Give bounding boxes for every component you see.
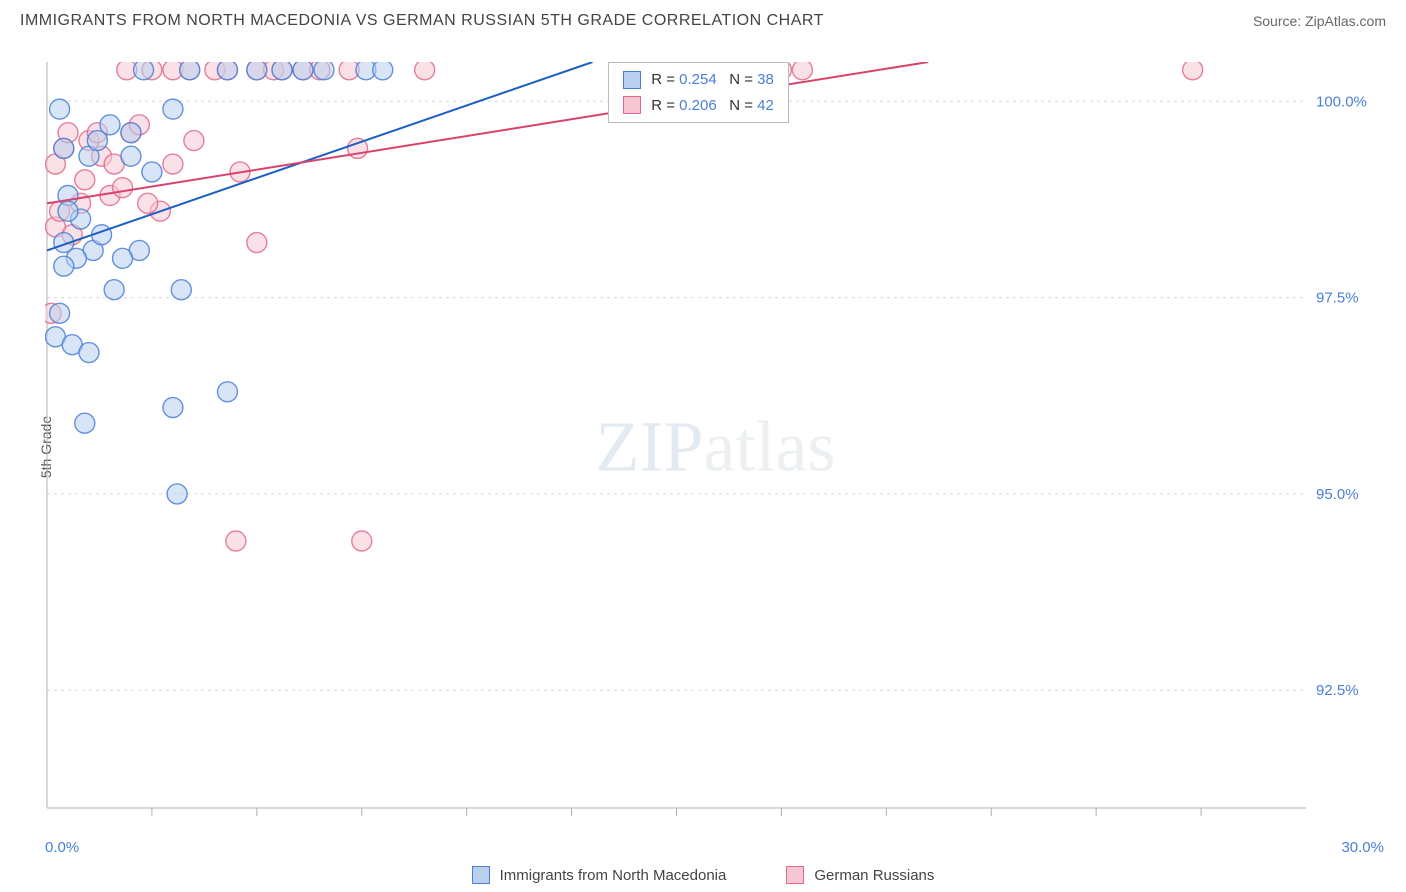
legend-item-nm: Immigrants from North Macedonia <box>472 866 727 884</box>
svg-text:92.5%: 92.5% <box>1316 682 1359 699</box>
x-max-label: 30.0% <box>1341 839 1384 856</box>
svg-text:100.0%: 100.0% <box>1316 93 1367 110</box>
source-label: Source: ZipAtlas.com <box>1253 13 1386 29</box>
chart-area: 5th Grade 92.5%95.0%97.5%100.0% ZIPatlas… <box>45 62 1386 832</box>
source-name: ZipAtlas.com <box>1305 13 1386 29</box>
stats-text-gr: R = 0.206 N = 42 <box>651 93 774 119</box>
x-min-label: 0.0% <box>45 839 79 856</box>
legend-label-gr: German Russians <box>814 867 934 884</box>
scatter-plot: 92.5% 95.0% 97.5% 100.0% <box>45 62 1386 832</box>
source-prefix: Source: <box>1253 13 1305 29</box>
legend-swatch-nm <box>472 866 490 884</box>
legend-item-gr: German Russians <box>786 866 934 884</box>
svg-text:97.5%: 97.5% <box>1316 290 1359 307</box>
chart-title: IMMIGRANTS FROM NORTH MACEDONIA VS GERMA… <box>20 12 824 30</box>
stats-swatch-nm <box>623 71 641 89</box>
stats-text-nm: R = 0.254 N = 38 <box>651 67 774 93</box>
stats-row-nm: R = 0.254 N = 38 <box>623 67 774 93</box>
stats-swatch-gr <box>623 96 641 114</box>
legend-swatch-gr <box>786 866 804 884</box>
bottom-legend: Immigrants from North Macedonia German R… <box>0 866 1406 884</box>
svg-text:95.0%: 95.0% <box>1316 486 1359 503</box>
stats-row-gr: R = 0.206 N = 42 <box>623 93 774 119</box>
legend-label-nm: Immigrants from North Macedonia <box>500 867 727 884</box>
stats-legend: R = 0.254 N = 38R = 0.206 N = 42 <box>608 62 789 123</box>
